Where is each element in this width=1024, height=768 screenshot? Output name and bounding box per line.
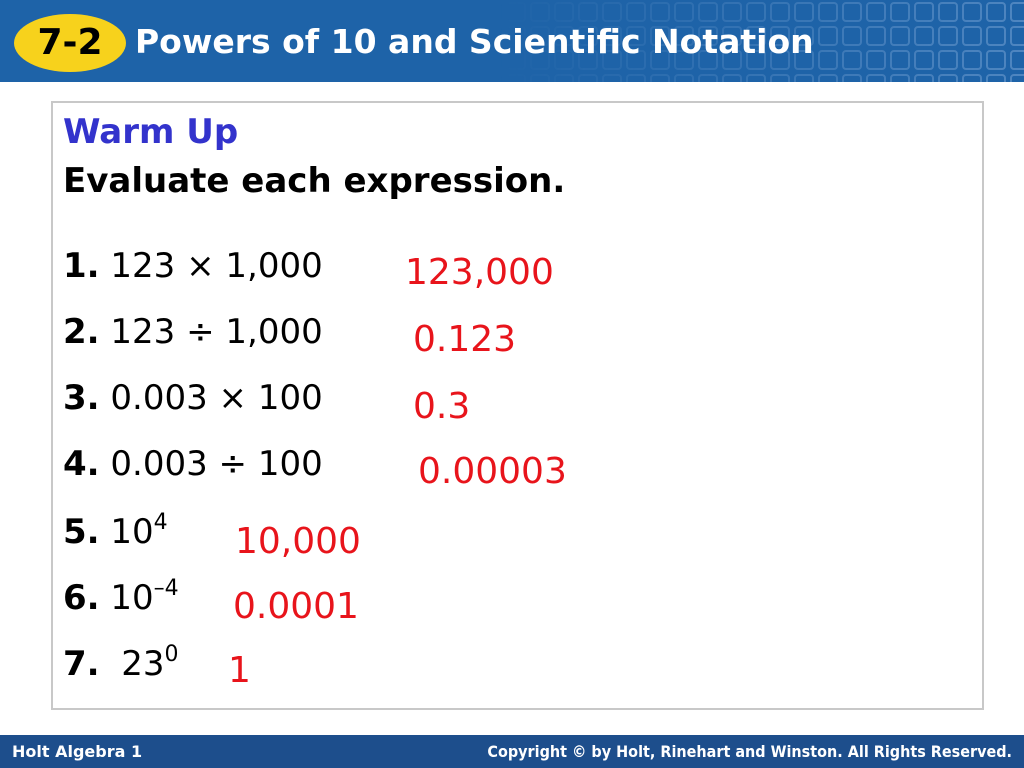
base: 10 — [110, 512, 154, 552]
exponent: 0 — [164, 642, 179, 667]
answer: 0.3 — [413, 386, 471, 427]
item-number: 2. — [63, 312, 100, 352]
item-number: 6. — [63, 578, 100, 618]
item: 3. 0.003 × 100 — [63, 378, 323, 418]
answer: 10,000 — [235, 521, 361, 562]
item-number: 1. — [63, 246, 100, 286]
item-number: 5. — [63, 512, 100, 552]
heading: Warm Up — [63, 112, 239, 152]
item: 5. 104 — [63, 510, 168, 553]
copyright: Copyright © by Holt, Rinehart and Winsto… — [487, 742, 1012, 761]
answer: 1 — [228, 650, 251, 691]
expression: 0.003 × 100 — [110, 378, 323, 418]
answer: 123,000 — [405, 252, 554, 293]
slide-title: Powers of 10 and Scientific Notation — [135, 22, 814, 61]
item: 2. 123 ÷ 1,000 — [63, 312, 323, 352]
exponent: 4 — [153, 510, 168, 535]
course-name: Holt Algebra 1 — [12, 742, 143, 761]
base: 10 — [110, 578, 154, 618]
answer: 0.123 — [413, 319, 517, 360]
item-number: 7. — [63, 644, 100, 684]
header-pattern — [500, 0, 1024, 82]
expression: 0.003 ÷ 100 — [110, 444, 323, 484]
expression: 123 × 1,000 — [110, 246, 323, 286]
instruction: Evaluate each expression. — [63, 161, 566, 201]
item-number: 4. — [63, 444, 100, 484]
expression: 123 ÷ 1,000 — [110, 312, 323, 352]
exponent: –4 — [153, 576, 179, 601]
lesson-badge: 7-2 — [14, 14, 126, 72]
item-number: 3. — [63, 378, 100, 418]
item: 6. 10–4 — [63, 576, 179, 619]
item: 4. 0.003 ÷ 100 — [63, 444, 323, 484]
item: 1. 123 × 1,000 — [63, 246, 323, 286]
answer: 0.0001 — [233, 586, 359, 627]
content-box — [51, 101, 984, 710]
answer: 0.00003 — [418, 451, 567, 492]
item: 7. 230 — [63, 642, 179, 685]
header: 7-2 Powers of 10 and Scientific Notation — [0, 0, 1024, 82]
footer: Holt Algebra 1 Copyright © by Holt, Rine… — [0, 735, 1024, 768]
base: 23 — [121, 644, 165, 684]
